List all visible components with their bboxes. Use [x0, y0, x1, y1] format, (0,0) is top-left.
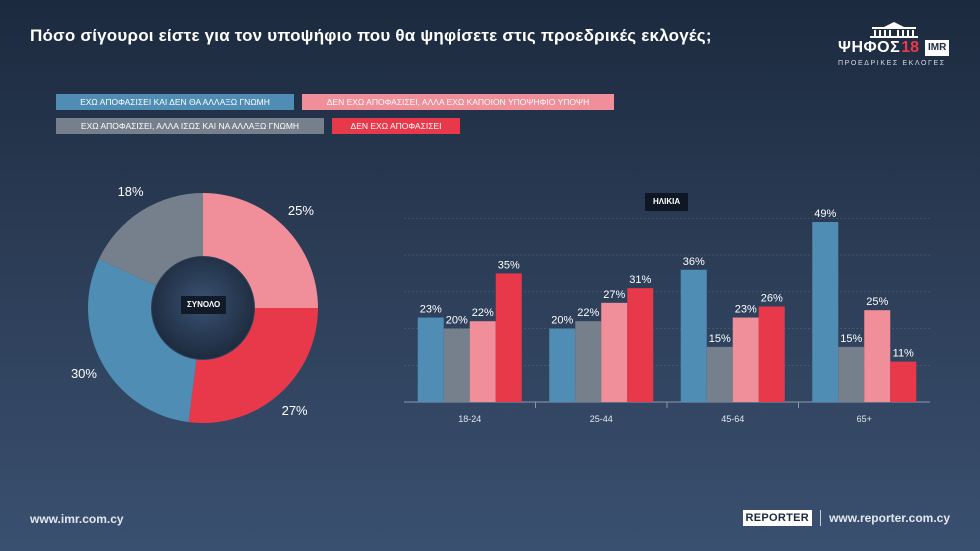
donut-slice — [188, 308, 318, 423]
bar — [864, 310, 891, 402]
footer-imr-url[interactable]: www.imr.com.cy — [30, 512, 124, 526]
bar-value-label: 15% — [709, 333, 731, 345]
parliament-building-icon — [870, 22, 918, 38]
footer-partner: REPORTER www.reporter.com.cy — [742, 510, 950, 526]
donut-slice-label: 27% — [281, 402, 308, 418]
psifos-logo: ΨΗΦΟΣ 18 IMR ΠΡΟΕΔΡΙΚΕΣ ΕΚΛΟΓΕΣ — [834, 22, 956, 70]
bar — [627, 288, 654, 402]
donut-slice — [203, 193, 318, 308]
donut-slice-label: 30% — [70, 366, 97, 381]
bar-value-label: 15% — [840, 333, 862, 345]
logo-subtitle: ΠΡΟΕΔΡΙΚΕΣ ΕΚΛΟΓΕΣ — [838, 60, 946, 67]
bar — [443, 328, 470, 402]
category-label: 25-44 — [590, 414, 613, 424]
bar — [601, 302, 628, 402]
bar-value-label: 35% — [498, 259, 520, 271]
page-title: Πόσο σίγουροι είστε για τον υποψήφιο που… — [30, 26, 712, 45]
bar-value-label: 25% — [866, 296, 888, 308]
bar — [838, 346, 865, 402]
bar-value-label: 36% — [683, 256, 705, 268]
bar — [417, 317, 444, 402]
bar-value-label: 22% — [472, 307, 494, 319]
donut-slice — [88, 259, 197, 423]
category-label: 45-64 — [721, 414, 744, 424]
legend-item-undecided: ΔΕΝ ΕΧΩ ΑΠΟΦΑΣΙΣΕΙ — [332, 118, 460, 134]
donut-slice-label: 25% — [287, 203, 314, 219]
legend-item-undecided-leaning: ΔΕΝ ΕΧΩ ΑΠΟΦΑΣΙΣΕΙ, ΑΛΛΑ ΕΧΩ ΚΑΠΟΙΟΝ ΥΠΟ… — [302, 94, 614, 110]
bar-value-label: 23% — [420, 304, 442, 316]
bar — [758, 306, 785, 402]
donut-center-label: ΣΥΝΟΛΟ — [181, 296, 227, 314]
bar-value-label: 49% — [814, 208, 836, 220]
bar — [549, 328, 576, 402]
bar-chart-title: ΗΛΙΚΙΑ — [645, 193, 689, 211]
donut-slice — [98, 193, 203, 286]
bar-value-label: 23% — [735, 304, 757, 316]
bar-value-label: 31% — [629, 274, 651, 286]
imr-logo: IMR — [924, 40, 950, 56]
bar-value-label: 26% — [761, 293, 783, 305]
legend-item-decided-may-change: ΕΧΩ ΑΠΟΦΑΣΙΣΕΙ, ΑΛΛΑ ΙΣΩΣ ΚΑΙ ΝΑ ΑΛΛΑΞΩ … — [56, 118, 324, 134]
footer-separator — [820, 510, 822, 526]
bar — [812, 222, 839, 402]
reporter-logo: REPORTER — [742, 510, 813, 526]
bar — [732, 317, 759, 402]
bar-value-label: 22% — [577, 307, 599, 319]
bar-value-label: 20% — [551, 315, 573, 327]
legend-item-decided-firm: ΕΧΩ ΑΠΟΦΑΣΙΣΕΙ ΚΑΙ ΔΕΝ ΘΑ ΑΛΛΑΞΩ ΓΝΩΜΗ — [56, 94, 294, 110]
bar — [706, 346, 733, 402]
logo-number: 18 — [901, 39, 919, 56]
bar-value-label: 20% — [446, 315, 468, 327]
bar — [575, 321, 602, 402]
bar — [890, 361, 917, 402]
logo-word: ΨΗΦΟΣ — [838, 39, 901, 56]
category-label: 18-24 — [458, 414, 481, 424]
bar — [680, 269, 707, 402]
bar-value-label: 11% — [893, 348, 914, 360]
category-label: 65+ — [857, 414, 872, 424]
donut-slice-label: 18% — [117, 184, 144, 200]
footer-reporter-url[interactable]: www.reporter.com.cy — [829, 511, 950, 525]
bar-value-label: 27% — [603, 289, 625, 301]
bar — [469, 321, 496, 402]
bar — [495, 273, 522, 402]
